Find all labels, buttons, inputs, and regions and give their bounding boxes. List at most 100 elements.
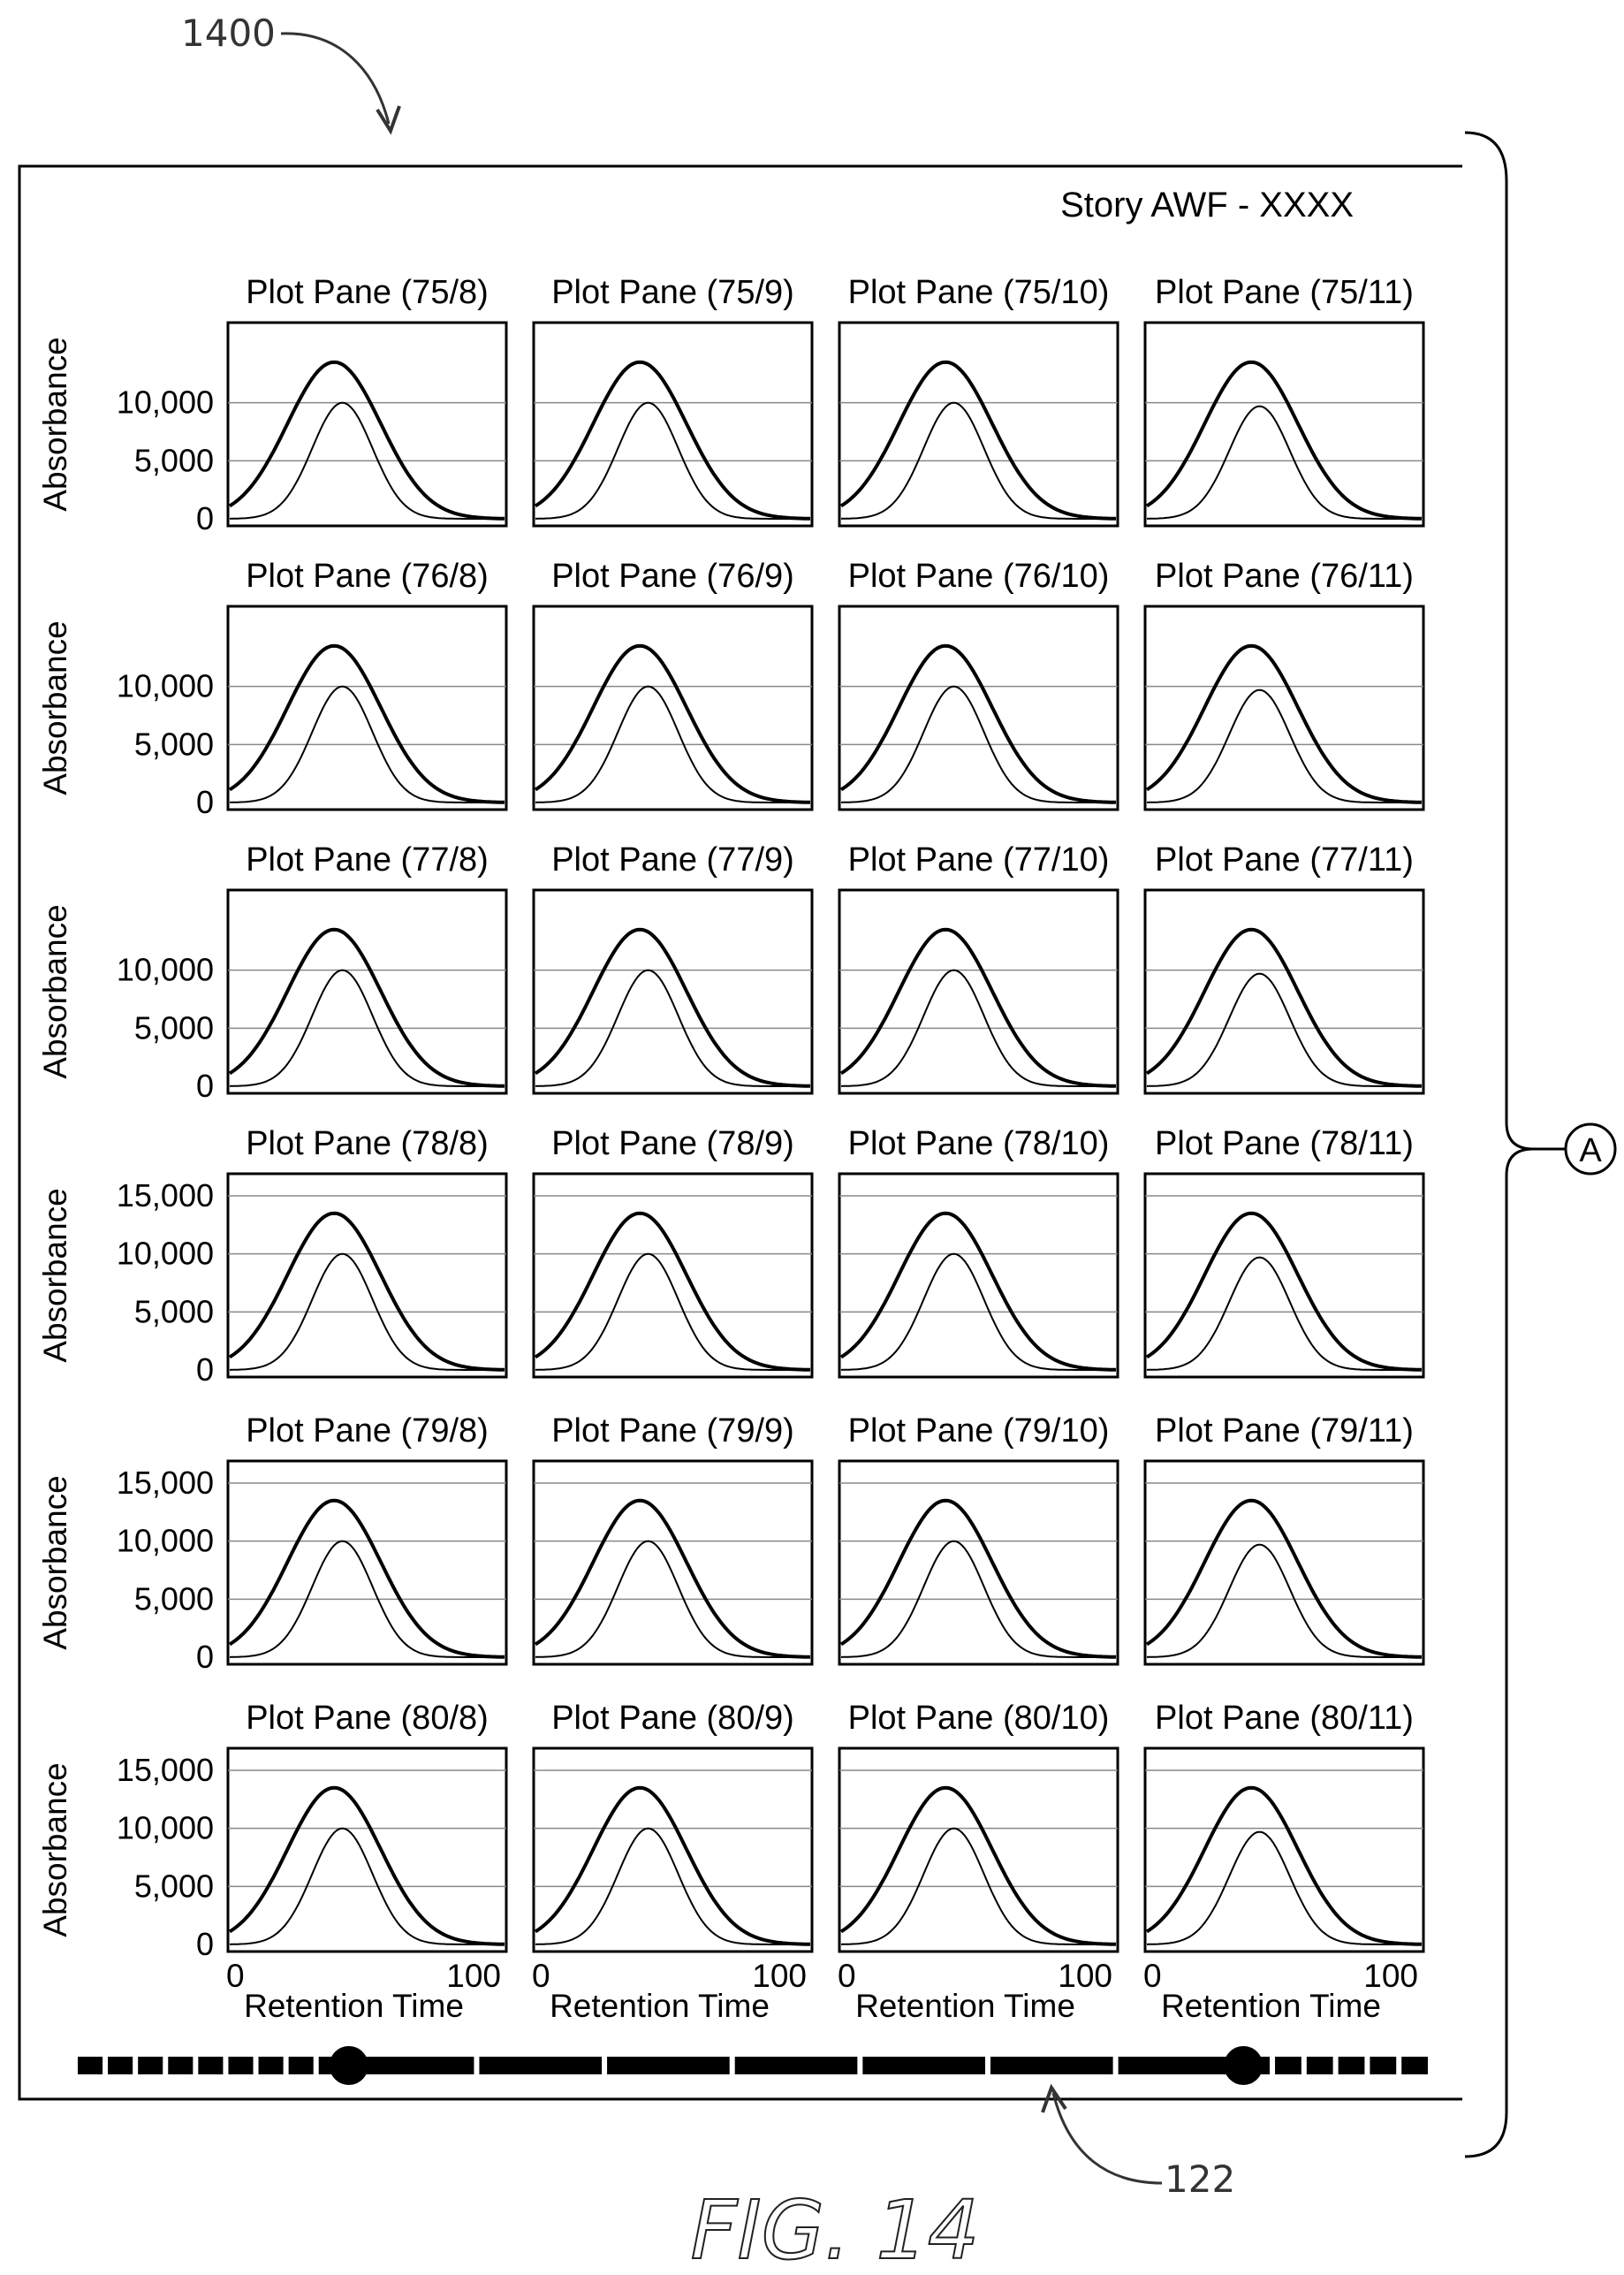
y-axis-label: Absorbance	[37, 1188, 73, 1362]
x-axis-label: Retention Time	[855, 1988, 1075, 2024]
series-line-outer	[839, 643, 1117, 804]
series-line-outer	[839, 1785, 1117, 1946]
slider-segment-selected[interactable]	[734, 2057, 858, 2074]
slider-segment-outside[interactable]	[168, 2057, 194, 2074]
y-axis-label: Absorbance	[37, 904, 73, 1078]
slider-segment-outside[interactable]	[288, 2057, 314, 2074]
pane-title: Plot Pane (75/9)	[551, 274, 794, 311]
slider-segment-outside[interactable]	[1275, 2057, 1301, 2074]
ref-leader-slider	[1051, 2092, 1163, 2185]
series-line-outer	[228, 1498, 505, 1659]
plot-pane-frame	[226, 1172, 508, 1379]
y-axis-label: Absorbance	[37, 1762, 73, 1936]
y-tick-label: 0	[196, 1639, 214, 1675]
y-tick-label: 5,000	[134, 1293, 214, 1329]
ref-arrowhead-main	[376, 105, 401, 135]
x-tick-label: 0	[532, 1958, 550, 1994]
slider-segment-selected[interactable]	[607, 2057, 730, 2074]
plot-pane-frame	[532, 1459, 814, 1666]
plot-pane-frame	[1143, 321, 1425, 528]
series-line-outer	[839, 360, 1117, 521]
slider-handle-right[interactable]	[1224, 2046, 1264, 2085]
pane-title: Plot Pane (79/8)	[246, 1412, 489, 1449]
series-line-inner	[229, 1252, 505, 1371]
slider-segment-outside[interactable]	[198, 2057, 224, 2074]
series-line-inner	[840, 969, 1116, 1087]
pane-title: Plot Pane (78/10)	[848, 1125, 1110, 1162]
connector-label: A	[1579, 1132, 1602, 1169]
series-line-inner	[1146, 1543, 1422, 1658]
ref-numeral-main: 1400	[181, 11, 276, 55]
pane-title: Plot Pane (78/9)	[551, 1125, 794, 1162]
plot-pane-frame	[226, 1459, 508, 1666]
series-line-inner	[840, 1540, 1116, 1658]
series-line-outer	[1145, 1211, 1423, 1372]
x-tick-label: 100	[1363, 1958, 1418, 1994]
slider-segment-outside[interactable]	[1306, 2057, 1333, 2074]
series-line-inner	[535, 685, 810, 803]
series-line-outer	[228, 643, 505, 804]
series-line-inner	[535, 969, 810, 1087]
slider-segment-outside[interactable]	[258, 2057, 284, 2074]
y-tick-label: 5,000	[134, 442, 214, 478]
plot-pane-frame	[838, 321, 1119, 528]
series-line-inner	[229, 1540, 505, 1658]
series-line-outer	[534, 643, 811, 804]
slider-segment-selected[interactable]	[1118, 2057, 1241, 2074]
y-tick-label: 5,000	[134, 1868, 214, 1904]
slider-segment-selected[interactable]	[862, 2057, 985, 2074]
series-line-inner	[840, 401, 1116, 520]
series-line-outer	[228, 1211, 505, 1372]
series-line-outer	[1145, 643, 1423, 804]
plot-pane-frame	[226, 605, 508, 811]
y-tick-label: 0	[196, 1351, 214, 1388]
timeline-slider[interactable]	[78, 2046, 1428, 2085]
figure-label: FIG. 14	[691, 2183, 980, 2275]
y-tick-label: 5,000	[134, 1580, 214, 1617]
plot-pane-frame	[532, 888, 814, 1095]
slider-handle-left[interactable]	[329, 2046, 368, 2085]
plot-pane-frame	[838, 1459, 1119, 1666]
y-axis-label: Absorbance	[37, 620, 73, 795]
slider-segment-outside[interactable]	[1370, 2057, 1397, 2074]
slider-segment-outside[interactable]	[1401, 2057, 1428, 2074]
pane-title: Plot Pane (80/9)	[551, 1700, 794, 1737]
pane-title: Plot Pane (79/11)	[1155, 1412, 1414, 1449]
slider-segment-selected[interactable]	[479, 2057, 603, 2074]
slider-segment-selected[interactable]	[990, 2057, 1113, 2074]
plot-pane-frame	[838, 605, 1119, 811]
plot-pane-frame	[226, 888, 508, 1095]
y-tick-label: 0	[196, 784, 214, 820]
slider-segment-outside[interactable]	[138, 2057, 163, 2074]
series-line-outer	[534, 1498, 811, 1659]
grouping-brace	[1464, 131, 1534, 2158]
slider-segment-outside[interactable]	[228, 2057, 254, 2074]
slider-segment-outside[interactable]	[1338, 2057, 1365, 2074]
series-line-outer	[1145, 927, 1423, 1088]
pane-title: Plot Pane (77/8)	[246, 841, 489, 879]
slider-segment-outside[interactable]	[108, 2057, 133, 2074]
series-line-outer	[839, 1498, 1117, 1659]
slider-segment-selected[interactable]	[348, 2057, 474, 2074]
plot-pane-frame	[1143, 605, 1425, 811]
x-tick-label: 0	[838, 1958, 856, 1994]
ref-leader-main	[280, 32, 391, 125]
panel-title: Story AWF - XXXX	[1060, 186, 1354, 224]
y-tick-label: 0	[196, 500, 214, 536]
slider-segment-outside[interactable]	[78, 2057, 103, 2074]
pane-title: Plot Pane (77/10)	[848, 841, 1110, 879]
series-line-outer	[1145, 360, 1423, 521]
plot-pane-frame	[838, 1746, 1119, 1953]
series-line-outer	[839, 1211, 1117, 1372]
plot-pane-frame	[532, 1172, 814, 1379]
pane-title: Plot Pane (76/11)	[1155, 558, 1414, 595]
plot-pane-frame	[532, 1746, 814, 1953]
y-tick-label: 10,000	[117, 1236, 214, 1272]
x-tick-label: 100	[446, 1958, 501, 1994]
series-line-outer	[534, 927, 811, 1088]
pane-title: Plot Pane (78/11)	[1155, 1125, 1414, 1162]
series-line-outer	[534, 1785, 811, 1946]
x-axis-label: Retention Time	[244, 1988, 464, 2024]
plot-pane-frame	[226, 1746, 508, 1953]
plot-pane-frame	[838, 1172, 1119, 1379]
